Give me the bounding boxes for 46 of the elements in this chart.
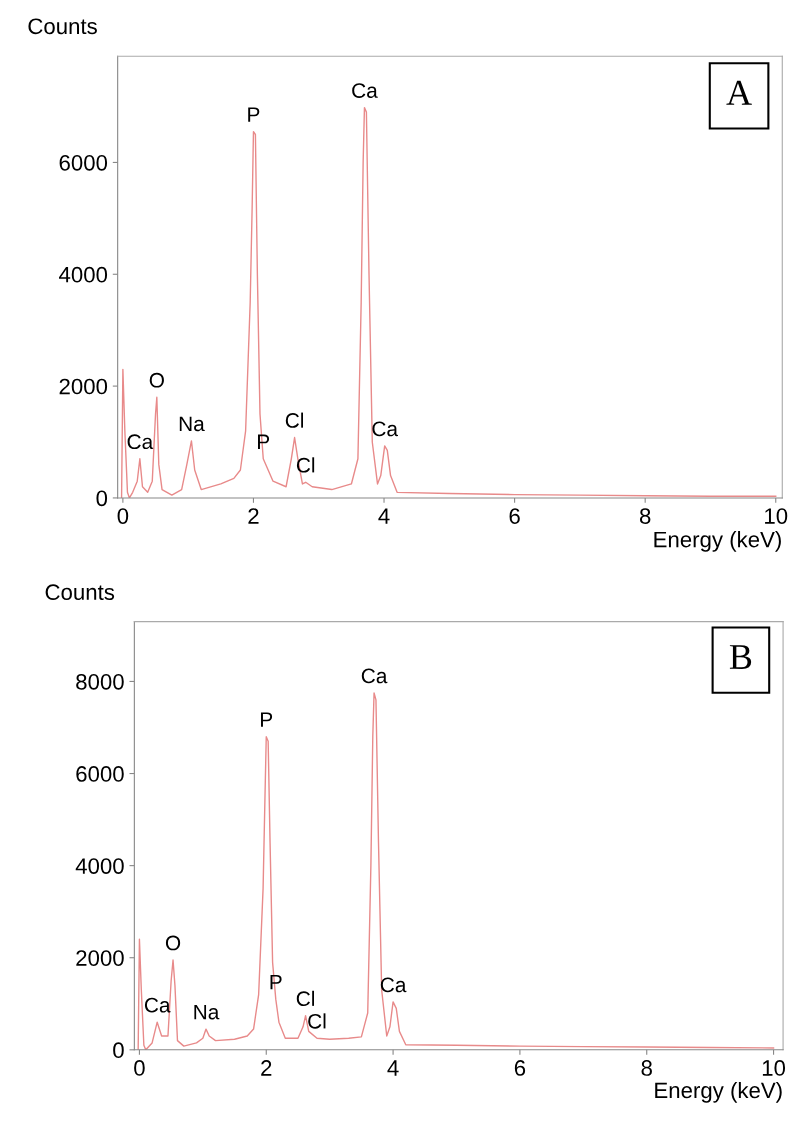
y-tick-label: 4000 (75, 858, 124, 874)
line-series (137, 692, 775, 1050)
x-tick-label: 8 (641, 1060, 652, 1076)
annotation: P (248, 107, 260, 122)
annotation: Ca (380, 977, 407, 993)
annotation: O (149, 372, 164, 388)
annotation: Ca (352, 83, 378, 98)
annotation: Cl (285, 412, 304, 428)
annotation: Na (194, 1004, 220, 1020)
y-axis-title: Counts (28, 18, 97, 35)
x-tick-label: 2 (248, 508, 259, 524)
annotation: B (729, 645, 752, 669)
annotation: Ca (372, 421, 398, 437)
annotation: Cl (296, 990, 315, 1007)
x-tick-label: 10 (762, 1060, 786, 1076)
x-tick-label: 4 (387, 1060, 399, 1076)
x-tick-label: 10 (765, 508, 788, 524)
x-axis-title: Energy (keV) (654, 531, 781, 552)
x-tick-label: 6 (509, 508, 520, 524)
line-series (120, 106, 777, 498)
annotation: P (270, 974, 282, 990)
x-tick-label: 4 (378, 508, 390, 524)
annotation: Na (179, 416, 205, 432)
y-axis-title: Counts (45, 584, 115, 601)
y-tick-label: 4000 (59, 266, 108, 283)
y-tick-label: 2000 (59, 378, 108, 395)
annotation: Ca (361, 668, 388, 684)
annotation: O (165, 935, 181, 951)
x-tick-label: 2 (261, 1060, 272, 1076)
x-tick-label: 8 (639, 508, 651, 524)
annotation: P (261, 712, 273, 727)
x-axis-title: Energy (keV) (655, 1081, 782, 1103)
x-tick-label: 6 (514, 1060, 526, 1076)
y-tick-label: 2000 (76, 950, 124, 966)
annotation: Cl (308, 1013, 326, 1029)
annotation: Ca (144, 997, 171, 1013)
annotation: Cl (296, 457, 315, 473)
annotation: Ca (127, 434, 154, 450)
annotation: A (726, 80, 752, 105)
y-tick-label: 6000 (76, 766, 124, 782)
y-tick-label: 8000 (76, 673, 124, 690)
y-tick-label: 0 (113, 1042, 124, 1059)
x-tick-label: 0 (134, 1060, 145, 1076)
y-tick-label: 6000 (59, 154, 108, 171)
annotation: P (258, 434, 270, 449)
y-tick-label: 0 (96, 490, 108, 507)
